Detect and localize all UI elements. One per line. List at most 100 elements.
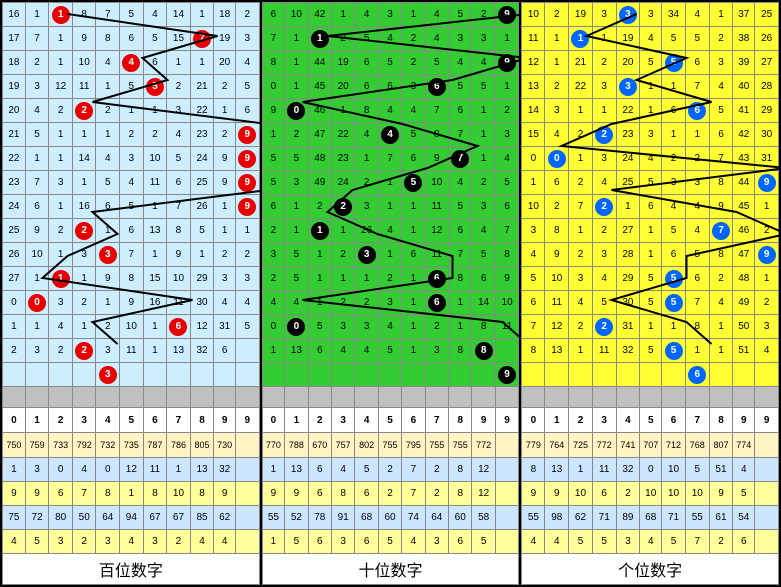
stat-cell: 5 bbox=[569, 530, 593, 554]
trend-ball: 5 bbox=[665, 54, 683, 72]
panel-title: 个位数字 bbox=[522, 554, 779, 585]
cell: 5 bbox=[402, 171, 425, 195]
cell: 3 bbox=[120, 147, 144, 171]
cell: 4 bbox=[235, 291, 259, 315]
digit-header: 4 bbox=[616, 408, 640, 433]
stat-cell: 8 bbox=[143, 482, 167, 506]
cell: 4 bbox=[331, 339, 354, 363]
digit-header: 6 bbox=[402, 408, 425, 433]
cell: 1 bbox=[214, 219, 236, 243]
cell: 1 bbox=[190, 3, 214, 27]
cell: 8 bbox=[685, 315, 709, 339]
cell: 4 bbox=[662, 195, 686, 219]
row-index: 2 bbox=[262, 267, 285, 291]
separator bbox=[308, 387, 331, 408]
trend-ball: 4 bbox=[381, 126, 399, 144]
digit-header: 9 bbox=[495, 408, 519, 433]
cell: 7 bbox=[167, 195, 191, 219]
trend-ball: 3 bbox=[99, 366, 117, 384]
cell: 44 bbox=[308, 51, 331, 75]
cell: 9 bbox=[214, 147, 236, 171]
digit-header: 8 bbox=[709, 408, 733, 433]
stat-cell: 62 bbox=[569, 506, 593, 530]
cell: 6 bbox=[449, 99, 472, 123]
digit-header: 0 bbox=[3, 408, 26, 433]
cell: 6 bbox=[685, 363, 709, 387]
row-index: 11 bbox=[522, 27, 545, 51]
cell: 2 bbox=[235, 3, 259, 27]
cell: 5 bbox=[449, 195, 472, 219]
trend-ball: 9 bbox=[758, 174, 776, 192]
stat-cell: 9 bbox=[25, 482, 49, 506]
cell: 1 bbox=[49, 147, 73, 171]
cell: 5 bbox=[662, 27, 686, 51]
row-index: 22 bbox=[3, 147, 26, 171]
stat-cell: 8 bbox=[190, 482, 214, 506]
digit-header: 9 bbox=[755, 408, 779, 433]
trend-ball: 7 bbox=[712, 222, 730, 240]
cell: 22 bbox=[190, 99, 214, 123]
cell: 5 bbox=[640, 171, 662, 195]
cell: 4 bbox=[378, 123, 401, 147]
row-index: 19 bbox=[3, 75, 26, 99]
separator bbox=[545, 387, 569, 408]
cell: 1 bbox=[49, 243, 73, 267]
cell: 26 bbox=[355, 219, 378, 243]
cell: 6 bbox=[449, 219, 472, 243]
cell bbox=[308, 363, 331, 387]
cell: 1 bbox=[49, 267, 73, 291]
cell: 1 bbox=[49, 195, 73, 219]
trend-ball: 6 bbox=[688, 366, 706, 384]
stat-cell: 5 bbox=[355, 458, 378, 482]
stat-cell: 0 bbox=[49, 458, 73, 482]
cell: 6 bbox=[214, 339, 236, 363]
cell: 4 bbox=[49, 315, 73, 339]
trend-ball: 6 bbox=[428, 294, 446, 312]
trend-ball: 8 bbox=[475, 342, 493, 360]
cell: 1 bbox=[285, 75, 308, 99]
cell: 6 bbox=[96, 195, 120, 219]
stat-cell bbox=[235, 482, 259, 506]
stat-cell: 2 bbox=[167, 530, 191, 554]
row-index: 10 bbox=[522, 195, 545, 219]
cell: 0 bbox=[285, 99, 308, 123]
stat-cell: 4 bbox=[331, 458, 354, 482]
cell: 1 bbox=[25, 147, 49, 171]
row-index: 1 bbox=[3, 315, 26, 339]
cell: 6 bbox=[235, 99, 259, 123]
cell: 9 bbox=[96, 267, 120, 291]
cell: 2 bbox=[331, 243, 354, 267]
row-index: 4 bbox=[262, 291, 285, 315]
cell: 1 bbox=[709, 3, 733, 27]
stat-cell: 55 bbox=[522, 506, 545, 530]
cell: 3 bbox=[472, 195, 495, 219]
cell: 31 bbox=[214, 315, 236, 339]
cell: 8 bbox=[545, 219, 569, 243]
cell: 1 bbox=[308, 243, 331, 267]
cell: 8 bbox=[495, 243, 519, 267]
cell: 1 bbox=[402, 315, 425, 339]
cell: 3 bbox=[49, 291, 73, 315]
row-index: 1 bbox=[262, 339, 285, 363]
cell: 2 bbox=[545, 3, 569, 27]
cell bbox=[143, 363, 167, 387]
row-index: 0 bbox=[262, 75, 285, 99]
sum-cell bbox=[755, 433, 779, 458]
stat-cell: 9 bbox=[262, 482, 285, 506]
digit-header: 9 bbox=[472, 408, 495, 433]
stat-cell bbox=[235, 530, 259, 554]
cell: 2 bbox=[755, 291, 779, 315]
stat-cell: 2 bbox=[425, 482, 448, 506]
stat-cell: 91 bbox=[331, 506, 354, 530]
separator bbox=[96, 387, 120, 408]
cell: 4 bbox=[592, 267, 616, 291]
cell: 3 bbox=[569, 267, 593, 291]
row-index: 5 bbox=[262, 171, 285, 195]
cell: 8 bbox=[355, 99, 378, 123]
cell: 2 bbox=[72, 99, 96, 123]
cell: 6 bbox=[120, 27, 144, 51]
separator bbox=[214, 387, 236, 408]
separator bbox=[235, 387, 259, 408]
cell: 4 bbox=[96, 51, 120, 75]
cell: 1 bbox=[378, 243, 401, 267]
